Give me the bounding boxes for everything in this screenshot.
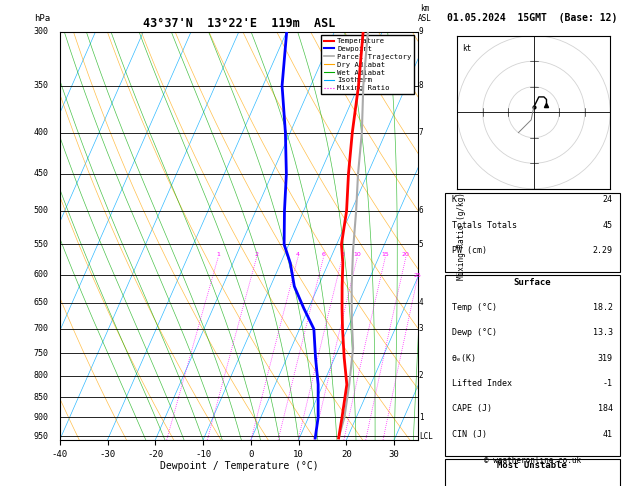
Text: LCL: LCL xyxy=(419,432,433,441)
Text: © weatheronline.co.uk: © weatheronline.co.uk xyxy=(484,456,581,465)
Text: 2.29: 2.29 xyxy=(593,246,613,255)
Text: 45: 45 xyxy=(603,221,613,229)
Text: 500: 500 xyxy=(33,207,48,215)
Text: 01.05.2024  15GMT  (Base: 12): 01.05.2024 15GMT (Base: 12) xyxy=(447,14,617,23)
Text: 1: 1 xyxy=(216,252,220,257)
Text: 350: 350 xyxy=(33,81,48,90)
Text: 400: 400 xyxy=(33,128,48,137)
Legend: Temperature, Dewpoint, Parcel Trajectory, Dry Adiabat, Wet Adiabat, Isotherm, Mi: Temperature, Dewpoint, Parcel Trajectory… xyxy=(321,35,415,94)
Text: 2: 2 xyxy=(419,371,423,381)
Text: kt: kt xyxy=(462,44,472,53)
Text: 5: 5 xyxy=(419,240,423,249)
Text: 850: 850 xyxy=(33,393,48,401)
Text: 24: 24 xyxy=(603,195,613,204)
Text: km
ASL: km ASL xyxy=(418,4,431,23)
Text: hPa: hPa xyxy=(34,15,50,23)
Text: 319: 319 xyxy=(598,354,613,363)
Text: 8: 8 xyxy=(340,252,344,257)
Text: CAPE (J): CAPE (J) xyxy=(452,404,492,413)
Text: 650: 650 xyxy=(33,298,48,308)
Title: 43°37'N  13°22'E  119m  ASL: 43°37'N 13°22'E 119m ASL xyxy=(143,17,335,31)
Bar xyxy=(445,459,620,486)
Text: 4: 4 xyxy=(419,298,423,308)
Text: 4: 4 xyxy=(296,252,300,257)
Bar xyxy=(445,275,620,456)
Text: 800: 800 xyxy=(33,371,48,381)
Text: 3: 3 xyxy=(419,325,423,333)
Text: 750: 750 xyxy=(33,348,48,358)
Text: 550: 550 xyxy=(33,240,48,249)
Text: 18.2: 18.2 xyxy=(593,303,613,312)
Text: 20: 20 xyxy=(402,252,410,257)
Text: Most Unstable: Most Unstable xyxy=(498,462,567,470)
Bar xyxy=(445,193,620,272)
Text: θₑ(K): θₑ(K) xyxy=(452,354,477,363)
Text: 6: 6 xyxy=(419,207,423,215)
Text: Dewp (°C): Dewp (°C) xyxy=(452,329,497,337)
Text: -1: -1 xyxy=(603,379,613,388)
Text: 184: 184 xyxy=(598,404,613,413)
X-axis label: Dewpoint / Temperature (°C): Dewpoint / Temperature (°C) xyxy=(160,461,318,471)
Text: 900: 900 xyxy=(33,413,48,422)
Text: PW (cm): PW (cm) xyxy=(452,246,487,255)
Text: 2: 2 xyxy=(255,252,259,257)
Text: CIN (J): CIN (J) xyxy=(452,430,487,439)
Text: 1: 1 xyxy=(419,413,423,422)
Text: Mixing Ratio (g/kg): Mixing Ratio (g/kg) xyxy=(457,192,465,279)
Text: 300: 300 xyxy=(33,27,48,36)
Text: 25: 25 xyxy=(414,273,421,278)
Text: Lifted Index: Lifted Index xyxy=(452,379,512,388)
Text: Totals Totals: Totals Totals xyxy=(452,221,517,229)
Text: 15: 15 xyxy=(382,252,389,257)
Text: 6: 6 xyxy=(321,252,326,257)
Text: 13.3: 13.3 xyxy=(593,329,613,337)
Text: 8: 8 xyxy=(419,81,423,90)
Text: K: K xyxy=(452,195,457,204)
Text: 950: 950 xyxy=(33,432,48,441)
Text: Temp (°C): Temp (°C) xyxy=(452,303,497,312)
Text: 41: 41 xyxy=(603,430,613,439)
Text: Surface: Surface xyxy=(513,278,551,287)
Text: 600: 600 xyxy=(33,270,48,279)
Text: 450: 450 xyxy=(33,170,48,178)
Text: 10: 10 xyxy=(353,252,361,257)
Text: 7: 7 xyxy=(419,128,423,137)
Text: 700: 700 xyxy=(33,325,48,333)
Text: 9: 9 xyxy=(419,27,423,36)
